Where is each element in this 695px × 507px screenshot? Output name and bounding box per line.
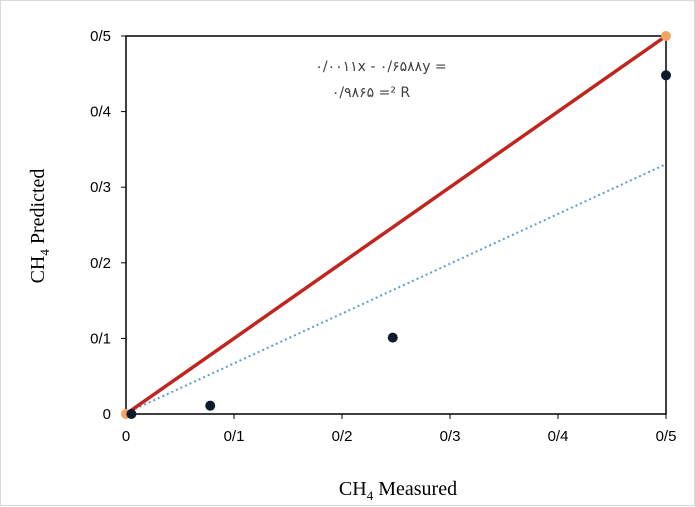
- data-point: [661, 70, 671, 81]
- y-axis-title-sub: 4: [37, 249, 52, 256]
- x-axis-title: CH4 Measured: [339, 478, 457, 503]
- x-axis-title-rest: Measured: [373, 478, 457, 500]
- x-tick-label: 0/5: [656, 428, 677, 445]
- y-tick-label: 0: [103, 406, 111, 423]
- x-axis-title-base: CH: [339, 478, 367, 500]
- x-tick-label: 0/3: [440, 428, 461, 445]
- y-tick-label: 0/2: [90, 255, 111, 272]
- x-axis-title-sub: 4: [367, 488, 374, 503]
- y-axis-title: CH4 Predicted: [27, 169, 52, 284]
- data-point: [205, 400, 216, 411]
- tick-labels: 0 0/1 0/2 0/3 0/4 0/5 0 0/1 0/2 0/3 0/4 0/5: [90, 28, 676, 445]
- x-tick-label: 0/2: [332, 428, 353, 445]
- data-point: [126, 409, 137, 419]
- x-tick-label: 0/4: [548, 428, 569, 445]
- plot-area-border: [125, 35, 667, 415]
- y-axis-title-base: CH: [27, 256, 49, 284]
- y-tick-label: 0/1: [90, 330, 111, 347]
- data-point: [387, 332, 398, 343]
- ideal-line: [124, 34, 668, 416]
- y-tick-label: 0/5: [90, 28, 111, 45]
- axes: [121, 35, 667, 419]
- y-axis-title-rest: Predicted: [27, 169, 49, 250]
- y-tick-label: 0/3: [90, 179, 111, 196]
- r-squared-label: ۰/۹۸۶۵ =² R: [332, 85, 411, 101]
- data-points: [126, 70, 671, 419]
- x-tick-label: 0/1: [224, 428, 245, 445]
- y-tick-label: 0/4: [90, 104, 111, 121]
- ideal-line-end-marker: [661, 31, 671, 41]
- trendline: [125, 163, 667, 415]
- trendline-equation: ۰/۰۰۱۱x - ۰/۶۵۸۸y =: [315, 59, 446, 75]
- x-tick-label: 0: [122, 428, 130, 445]
